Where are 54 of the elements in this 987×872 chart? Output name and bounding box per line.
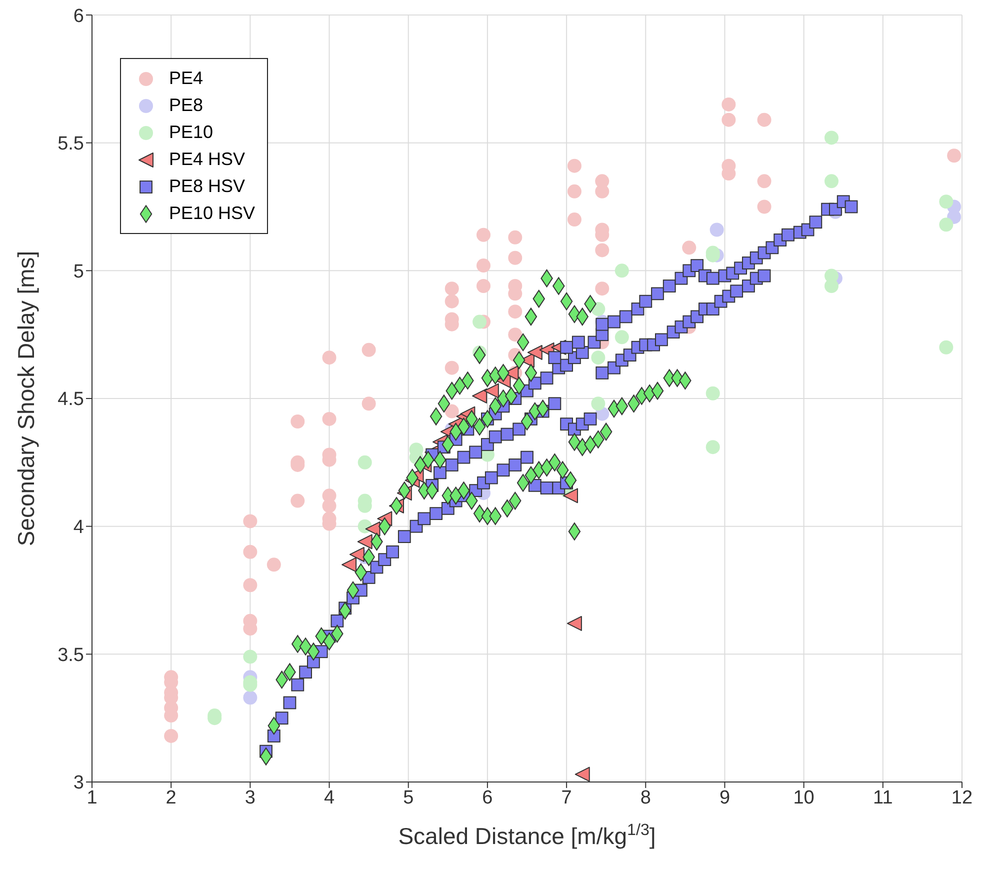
- x-tick-label: 7: [561, 787, 572, 808]
- point: [614, 264, 629, 278]
- x-tick-label: 1: [86, 787, 98, 808]
- point: [939, 340, 954, 354]
- legend-label: PE10: [169, 122, 214, 143]
- point: [357, 534, 372, 550]
- x-tick-label: 5: [403, 787, 414, 808]
- point: [358, 455, 372, 470]
- point: [574, 766, 590, 782]
- point: [342, 557, 357, 572]
- x-tick-label: 12: [951, 787, 973, 808]
- y-tick-label: 6: [73, 6, 84, 27]
- x-tick-label: 10: [793, 787, 814, 808]
- point: [614, 330, 629, 344]
- x-tick-label: 3: [244, 787, 256, 808]
- point: [939, 218, 954, 232]
- x-tick-label: 9: [719, 787, 730, 808]
- y-tick-label: 4.5: [58, 389, 84, 410]
- legend-label: PE4 HSV: [169, 149, 246, 170]
- point: [939, 194, 954, 209]
- point: [824, 174, 838, 188]
- legend-label: PE10 HSV: [169, 203, 256, 224]
- point: [563, 488, 578, 504]
- point: [472, 388, 488, 404]
- y-tick-label: 3.5: [58, 644, 84, 666]
- point: [566, 616, 582, 631]
- y-tick-label: 4: [73, 517, 84, 538]
- x-tick-label: 8: [640, 787, 651, 808]
- point: [824, 130, 838, 145]
- point: [484, 383, 499, 398]
- point: [365, 521, 380, 536]
- point: [349, 546, 364, 562]
- x-tick-label: 4: [324, 787, 335, 808]
- point: [591, 350, 606, 365]
- point: [706, 386, 720, 400]
- legend-label: PE8 HSV: [169, 176, 246, 197]
- y-tick-label: 5: [73, 261, 84, 282]
- x-tick-label: 11: [873, 787, 893, 808]
- point: [527, 344, 542, 360]
- point: [710, 222, 724, 237]
- point: [472, 314, 487, 329]
- legend-label: PE4: [169, 68, 204, 89]
- point: [706, 440, 720, 454]
- point: [591, 396, 606, 411]
- y-axis-title: Secondary Shock Delay [ms]: [13, 250, 39, 546]
- point: [824, 279, 838, 294]
- x-tick-label: 2: [166, 787, 176, 808]
- y-tick-label: 3: [73, 772, 84, 794]
- legend-label: PE8: [169, 95, 204, 116]
- x-axis-title: Scaled Distance [m/kg$^{1/3}$]: [398, 821, 656, 849]
- y-tick-label: 5.5: [58, 134, 84, 155]
- point: [243, 650, 258, 664]
- point: [243, 690, 258, 705]
- x-tick-label: 6: [482, 787, 493, 808]
